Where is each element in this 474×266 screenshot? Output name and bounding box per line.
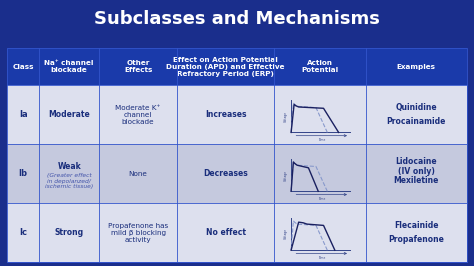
Bar xyxy=(7,48,467,85)
Text: Quinidine: Quinidine xyxy=(395,103,437,112)
Text: Class: Class xyxy=(12,64,34,70)
Text: Other
Effects: Other Effects xyxy=(124,60,152,73)
Bar xyxy=(7,85,467,144)
Text: Ib: Ib xyxy=(18,169,27,178)
Text: Ia: Ia xyxy=(19,110,27,119)
Text: No effect: No effect xyxy=(206,228,246,237)
Text: Decreases: Decreases xyxy=(203,169,248,178)
Text: Na⁺ channel
blockade: Na⁺ channel blockade xyxy=(45,60,94,73)
Text: None: None xyxy=(129,171,147,177)
Text: Moderate: Moderate xyxy=(48,110,90,119)
Bar xyxy=(7,48,467,262)
Text: Propafenone: Propafenone xyxy=(388,235,444,244)
Text: Subclasses and Mechanisms: Subclasses and Mechanisms xyxy=(94,10,380,28)
Text: Propafenone has
mild β blocking
activity: Propafenone has mild β blocking activity xyxy=(108,223,168,243)
Text: Action
Potential: Action Potential xyxy=(301,60,338,73)
Text: (Greater effect
in depolanzed/
ischemic tissue): (Greater effect in depolanzed/ ischemic … xyxy=(45,173,93,189)
Text: Examples: Examples xyxy=(397,64,436,70)
Bar xyxy=(7,144,467,203)
Bar xyxy=(7,203,467,262)
Text: Increases: Increases xyxy=(205,110,246,119)
Text: Moderate K⁺
channel
blockade: Moderate K⁺ channel blockade xyxy=(116,105,161,125)
Text: Procainamide: Procainamide xyxy=(387,117,446,126)
Text: Flecainide: Flecainide xyxy=(394,221,438,230)
Text: Lidocaine
(IV only): Lidocaine (IV only) xyxy=(395,157,437,176)
Text: Ic: Ic xyxy=(19,228,27,237)
Text: Effect on Action Potential
Duration (APD) and Effective
Refractory Period (ERP): Effect on Action Potential Duration (APD… xyxy=(166,57,285,77)
Text: Weak: Weak xyxy=(57,161,81,171)
Text: Strong: Strong xyxy=(55,228,84,237)
Text: Mexiletine: Mexiletine xyxy=(393,176,439,185)
